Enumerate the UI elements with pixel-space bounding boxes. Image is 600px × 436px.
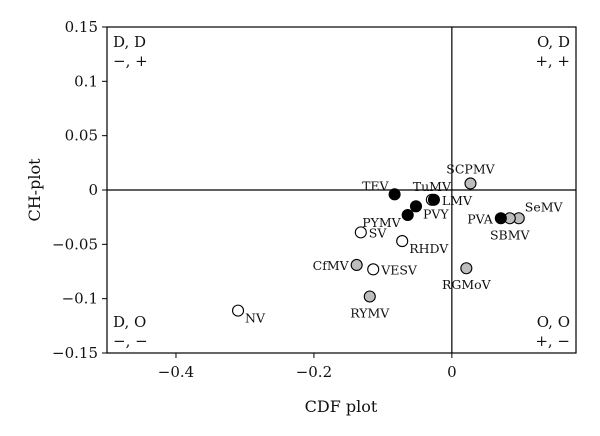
point-label-pva: PVA (467, 211, 494, 226)
x-axis-label: CDF plot (305, 397, 378, 416)
point-pymv (401, 208, 414, 222)
point-label-sv: SV (369, 225, 388, 240)
point-label-scpmv: SCPMV (446, 161, 495, 176)
point-rymv (363, 290, 376, 303)
point-vesv (367, 263, 380, 276)
axis-ticks: −0.4 −0.2 0 0.15 0.1 0.05 0 −0.05 −0.1 −0.15 (52, 18, 457, 381)
point-label-rgmov: RGMoV (442, 277, 492, 292)
quadrant-label-bottom-left-line1: D, O (113, 313, 146, 331)
quadrant-label-bottom-right-line1: O, O (537, 313, 570, 331)
point-tev (388, 188, 401, 201)
x-tick-label: −0.2 (296, 363, 332, 381)
quadrant-label-top-left-line2: −, + (113, 52, 148, 70)
point-label-tev: TEV (362, 178, 389, 193)
quadrant-label-bottom-right-line2: +, − (535, 332, 570, 350)
point-label-pymv: PYMV (362, 215, 401, 230)
point-label-vesv: VESV (380, 262, 418, 277)
point-label-rhdv: RHDV (409, 241, 449, 256)
point-nv (231, 304, 245, 317)
y-tick-label: −0.15 (52, 344, 98, 362)
x-tick-label: 0 (447, 363, 457, 381)
point-label-sbmv: SBMV (490, 227, 531, 242)
quadrant-label-top-left-line1: D, D (113, 33, 146, 51)
point-label-semv: SeMV (525, 199, 564, 214)
point-pva (494, 212, 507, 225)
y-tick-label: −0.05 (52, 235, 98, 253)
point-label-nv: NV (245, 311, 266, 326)
y-tick-label: 0.15 (65, 18, 98, 36)
point-label-pvy: PVY (423, 206, 449, 221)
y-tick-label: 0.05 (65, 127, 98, 145)
quadrant-label-top-right-line2: +, + (535, 52, 570, 70)
reference-lines (107, 27, 576, 353)
x-tick-label: −0.4 (158, 363, 194, 381)
point-scpmv (464, 177, 477, 190)
point-pvy (409, 200, 423, 213)
y-tick-label: 0 (88, 181, 98, 199)
point-tumv (427, 193, 440, 206)
point-cfmv (350, 258, 363, 272)
quadrant-label-top-right-line1: O, D (537, 33, 570, 51)
point-rgmov (460, 262, 473, 275)
quadrant-labels: D, D−, + O, D+, + D, O−, − O, O+, − (113, 33, 570, 350)
point-sv (354, 226, 367, 239)
point-label-lmv: LMV (442, 193, 473, 208)
y-tick-label: −0.1 (62, 290, 98, 308)
y-tick-label: 0.1 (74, 72, 98, 90)
quadrant-label-bottom-left-line2: −, − (113, 332, 148, 350)
point-label-cfmv: CfMV (313, 258, 350, 273)
point-label-tumv: TuMV (413, 179, 452, 194)
point-label-rymv: RYMV (350, 305, 390, 320)
y-axis-label: CH-plot (25, 158, 44, 222)
point-rhdv (396, 235, 409, 248)
